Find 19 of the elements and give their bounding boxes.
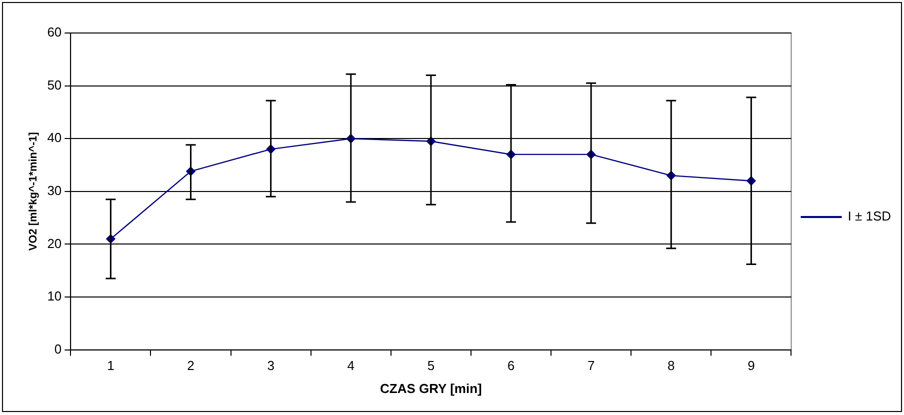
x-tick-label: 1 — [107, 358, 114, 374]
x-axis-title: CZAS GRY [min] — [380, 380, 482, 396]
x-tick-label: 7 — [587, 358, 595, 374]
y-tick-label: 30 — [47, 182, 62, 198]
x-tick-label: 5 — [427, 358, 435, 374]
x-tick-label: 2 — [187, 358, 194, 374]
x-tick-label: 9 — [748, 358, 755, 374]
x-tick-label: 3 — [267, 358, 274, 374]
y-tick-label: 10 — [47, 288, 62, 304]
x-tick-label: 8 — [668, 358, 675, 374]
y-axis-title: VO2 [ml*kg^-1*min^-1] — [28, 132, 40, 251]
y-tick-label: 20 — [47, 236, 62, 251]
y-tick-label: 60 — [47, 24, 62, 40]
x-tick-label: 4 — [347, 358, 355, 374]
y-tick-label: 40 — [47, 130, 62, 146]
y-tick-label: 0 — [54, 341, 62, 356]
x-tick-label: 6 — [507, 358, 515, 374]
legend-label: I ± 1SD — [848, 208, 892, 224]
y-tick-label: 50 — [47, 77, 62, 92]
